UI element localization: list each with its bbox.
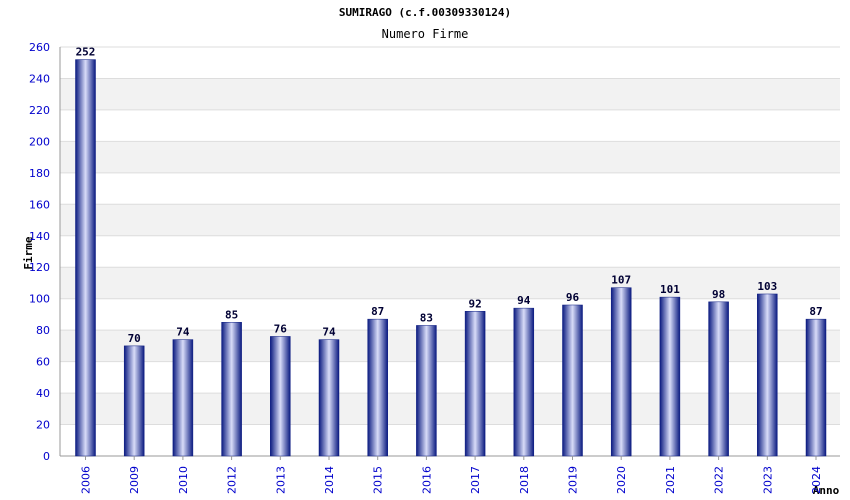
bar (416, 325, 437, 457)
bar (805, 318, 827, 457)
x-tick-label: 2014 (323, 466, 336, 494)
bar-value-label: 92 (468, 297, 481, 310)
y-tick-label: 200 (29, 135, 50, 148)
y-tick-label: 240 (29, 72, 50, 85)
bar (367, 318, 388, 457)
bar-value-label: 94 (517, 294, 531, 307)
bar (708, 301, 729, 457)
bar-value-label: 87 (371, 305, 384, 318)
y-tick-label: 140 (29, 230, 50, 243)
bar (123, 345, 145, 457)
chart-subtitle: Numero Firme (382, 27, 469, 41)
grid-band (60, 141, 840, 173)
bar-value-label: 83 (420, 311, 433, 324)
bar-value-label: 103 (757, 280, 777, 293)
y-tick-label: 60 (36, 356, 50, 369)
bar-value-label: 74 (322, 326, 336, 339)
x-tick-label: 2010 (177, 466, 190, 494)
chart-title: SUMIRAGO (c.f.00309330124) (339, 6, 511, 19)
x-tick-label: 2019 (567, 466, 580, 494)
grid-band (60, 204, 840, 236)
x-tick-label: 2022 (713, 466, 726, 494)
x-tick-label: 2021 (664, 466, 677, 494)
bar-value-label: 96 (566, 291, 580, 304)
x-tick-label: 2016 (420, 466, 433, 494)
grid-band (60, 267, 840, 299)
x-tick-label: 2024 (810, 466, 823, 494)
bar-value-label: 101 (660, 283, 680, 296)
x-tick-label: 2020 (615, 466, 628, 494)
x-axis-label: Anno (813, 484, 840, 497)
x-tick-label: 2015 (372, 466, 385, 494)
y-axis-label: Firme (22, 236, 35, 269)
x-tick-label: 2006 (80, 466, 93, 494)
bar (221, 322, 242, 457)
bar-value-label: 87 (809, 305, 822, 318)
bar-value-label: 98 (712, 288, 725, 301)
bar-value-label: 76 (274, 322, 288, 335)
bar (270, 336, 291, 457)
x-tick-label: 2013 (274, 466, 287, 494)
bar (757, 293, 778, 457)
bar (318, 339, 340, 457)
y-tick-label: 120 (29, 261, 50, 274)
y-tick-label: 0 (43, 450, 50, 463)
bar-value-label: 85 (225, 308, 238, 321)
y-tick-label: 260 (29, 41, 50, 54)
bar (659, 296, 681, 457)
bar (464, 311, 486, 457)
bar (562, 304, 583, 457)
bar-value-label: 70 (128, 332, 141, 345)
bar (75, 59, 96, 457)
x-tick-label: 2018 (518, 466, 531, 494)
x-tick-label: 2023 (761, 466, 774, 494)
y-tick-label: 160 (29, 198, 50, 211)
x-tick-label: 2012 (226, 466, 239, 494)
y-tick-label: 180 (29, 167, 50, 180)
grid-band (60, 78, 840, 110)
bar-value-label: 74 (176, 326, 190, 339)
y-tick-label: 220 (29, 104, 50, 117)
bar (172, 339, 194, 457)
y-tick-label: 40 (36, 387, 50, 400)
x-tick-label: 2017 (469, 466, 482, 494)
bar (610, 287, 632, 457)
x-tick-label: 2009 (128, 466, 141, 494)
y-tick-label: 20 (36, 419, 50, 432)
y-tick-label: 80 (36, 324, 50, 337)
bar (513, 307, 535, 457)
y-tick-label: 100 (29, 293, 50, 306)
bar-value-label: 252 (76, 46, 96, 59)
bar-value-label: 107 (611, 274, 631, 287)
